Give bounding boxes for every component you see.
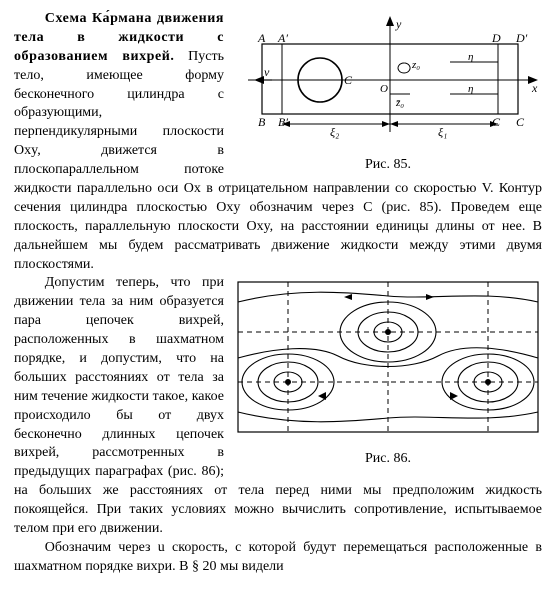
lbl-C: C [344,73,353,87]
lbl-x: x [531,81,538,95]
lbl-z0b: z̄₀ [395,97,404,109]
lbl-v: v [264,65,270,79]
figure-85: y x A A′ D D′ B B′ C C C v O z₀ z̄₀ η η … [234,14,542,175]
figure-85-svg: y x A A′ D D′ B B′ C C C v O z₀ z̄₀ η η … [234,14,542,154]
lbl-A: A [257,31,266,45]
lbl-eta1: η [468,51,473,63]
vortex-bl [285,379,291,385]
lbl-O: O [380,83,388,95]
lbl-B1: B′ [278,115,288,129]
figure-85-caption: Рис. 85. [234,156,542,175]
lbl-eta2: η [468,83,473,95]
figure-86: Рис. 86. [234,278,542,469]
lbl-Cc: C [492,115,501,129]
vortex-br [485,379,491,385]
lbl-B: B [258,115,266,129]
page: y x A A′ D D′ B B′ C C C v O z₀ z̄₀ η η … [0,0,556,587]
figure-86-svg [234,278,542,448]
lbl-A1: A′ [277,31,288,45]
lbl-z0t: z₀ [411,59,420,71]
lbl-xi2: ξ₂ [330,125,339,139]
lbl-D: D [491,31,501,45]
paragraph-3: Обозначим через u скорость, с которой бу… [14,539,542,577]
figure-86-caption: Рис. 86. [234,450,542,469]
lbl-D1: D′ [515,31,528,45]
lbl-y: y [395,17,402,31]
vortex-top [385,329,391,335]
lbl-DC: C [516,115,525,129]
lbl-xi1: ξ₁ [438,125,447,139]
